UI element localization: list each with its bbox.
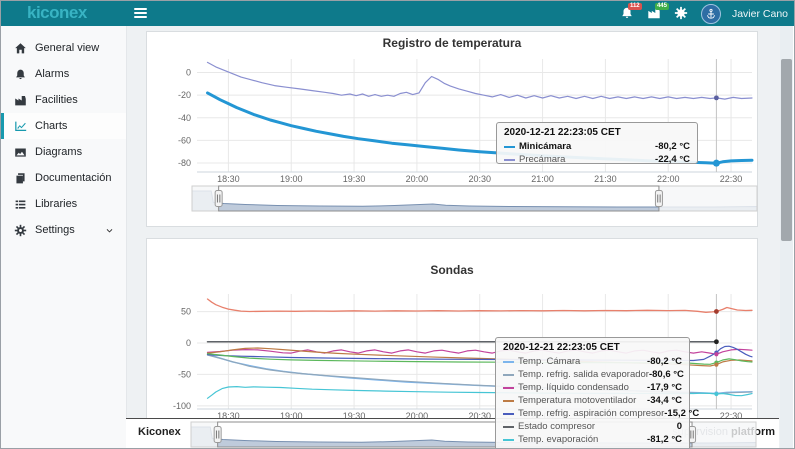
list-icon: [14, 198, 27, 211]
scrollbar-thumb[interactable]: [781, 59, 792, 241]
settings-gears-icon[interactable]: [674, 6, 690, 22]
hover-point-marker: [714, 362, 719, 367]
sidebar-item-label: Alarms: [35, 68, 70, 80]
documents-icon: [14, 172, 27, 185]
alarm-count-badge: 112: [627, 2, 642, 10]
hover-point-marker: [713, 339, 719, 345]
y-axis-label: -40: [178, 113, 191, 123]
y-axis-label: -60: [178, 135, 191, 145]
user-avatar[interactable]: [700, 3, 721, 24]
x-axis-label: 21:00: [531, 174, 554, 184]
tooltip-row: Temp. evaporación -81,2 °C: [503, 433, 682, 446]
footer-brand: Kiconex: [138, 426, 181, 438]
sidebar: General view Alarms Facilities Charts Diagra…: [1, 26, 127, 448]
sidebar-item-label: Charts: [35, 120, 68, 132]
chart-title: Sondas: [430, 263, 474, 277]
tooltip-row: Temperatura motoventilador -34,4 °C: [503, 394, 682, 407]
facilities-status-icon[interactable]: 445: [647, 2, 669, 22]
topbar-right: 112 445 Javier Cano: [620, 1, 788, 26]
x-axis-label: 22:00: [657, 174, 680, 184]
sidebar-item-label: Settings: [35, 224, 75, 236]
x-axis-label: 22:30: [720, 174, 743, 184]
series-line[interactable]: [206, 61, 753, 100]
sidebar-item-label: General view: [35, 42, 100, 54]
hamburger-menu-icon[interactable]: [134, 8, 147, 19]
x-axis-label: 19:30: [343, 411, 366, 421]
y-axis-label: 50: [181, 307, 191, 317]
tooltip-row: Temp. aspiración-31,2 °C: [503, 446, 682, 448]
y-axis-label: 0: [186, 68, 191, 78]
tooltip-row: Precámara -22,4 °C: [504, 153, 690, 166]
sidebar-item-documentaci-n[interactable]: Documentación: [1, 165, 126, 191]
hover-point-marker: [714, 391, 719, 397]
tooltip-row: Temp. líquido condensado -17,9 °C: [503, 381, 682, 394]
tooltip-timestamp: 2020-12-21 22:23:05 CET: [504, 127, 621, 138]
series-line[interactable]: [206, 386, 753, 399]
x-axis-label: 22:30: [720, 411, 743, 421]
sidebar-item-alarms[interactable]: Alarms: [1, 61, 126, 87]
alarms-bell-icon[interactable]: 112: [620, 2, 642, 22]
navigator-handle[interactable]: [214, 190, 223, 207]
x-axis-label: 20:30: [468, 411, 491, 421]
hover-point-marker: [712, 159, 720, 167]
facility-count-badge: 445: [654, 2, 669, 10]
tooltip-timestamp: 2020-12-21 22:23:05 CET: [503, 342, 620, 353]
sidebar-item-settings[interactable]: Settings: [1, 217, 126, 243]
hover-point-marker: [713, 95, 719, 101]
navigator-handle[interactable]: [213, 426, 222, 443]
tooltip-row: Temp. Cámara -80,2 °C: [503, 355, 682, 368]
page-scrollbar[interactable]: [780, 26, 793, 448]
sidebar-item-label: Libraries: [35, 198, 78, 210]
x-axis-label: 18:30: [217, 411, 240, 421]
bell-icon: [14, 68, 27, 81]
sidebar-item-label: Facilities: [35, 94, 78, 106]
gear-icon: [14, 224, 27, 237]
sidebar-item-facilities[interactable]: Facilities: [1, 87, 126, 113]
x-axis-label: 20:30: [468, 174, 491, 184]
sidebar-item-libraries[interactable]: Libraries: [1, 191, 126, 217]
x-axis-label: 18:30: [217, 174, 240, 184]
chevron-down-icon: [106, 228, 113, 233]
x-axis-label: 19:00: [280, 411, 303, 421]
temperature-chart[interactable]: 0 -20 -40 -60 -80 18:30 19:00 19:30 20:00 20:30 21…: [147, 32, 759, 228]
y-axis-label: 0: [186, 338, 191, 348]
image-icon: [14, 146, 27, 159]
brand-logo[interactable]: kiconex: [27, 3, 87, 22]
hover-point-marker: [714, 352, 719, 357]
tooltip-row: Temp. refrig. aspiración compresor -15,2 …: [503, 407, 699, 420]
navigator-handle[interactable]: [654, 190, 663, 207]
sidebar-item-general-view[interactable]: General view: [1, 35, 126, 61]
chart-tooltip: 2020-12-21 22:23:05 CET Temp. Cámara -80,2…: [495, 337, 699, 448]
sondas-chart-navigator[interactable]: [146, 419, 758, 449]
y-axis-label: -20: [178, 90, 191, 100]
user-name[interactable]: Javier Cano: [731, 7, 788, 20]
tooltip-row: Estado compresor 0: [503, 420, 682, 433]
x-axis-label: 21:30: [594, 174, 617, 184]
factory-icon: [14, 94, 27, 107]
chart-title: Registro de temperatura: [382, 36, 522, 50]
sidebar-item-label: Documentación: [35, 172, 112, 184]
home-icon: [14, 42, 27, 55]
sidebar-item-label: Diagrams: [35, 146, 83, 158]
y-axis-label: -100: [173, 401, 191, 411]
y-axis-label: -50: [178, 369, 191, 379]
tooltip-row: Minicámara -80,2 °C: [504, 140, 690, 153]
hover-point-marker: [713, 309, 719, 314]
x-axis-label: 19:30: [343, 174, 366, 184]
topbar: kiconex 112 445 Javier Cano: [1, 1, 794, 26]
chart-tooltip: 2020-12-21 22:23:05 CET Minicámara -80,2 °…: [496, 122, 698, 166]
sidebar-item-diagrams[interactable]: Diagrams: [1, 139, 126, 165]
x-axis-label: 19:00: [280, 174, 303, 184]
sidebar-item-charts[interactable]: Charts: [1, 113, 126, 139]
y-axis-label: -80: [178, 158, 191, 168]
x-axis-label: 20:00: [406, 411, 429, 421]
x-axis-label: 20:00: [406, 174, 429, 184]
chart-line-icon: [14, 120, 27, 133]
tooltip-row: Temp. refrig. salida evaporador -80,6 °C: [503, 368, 684, 381]
